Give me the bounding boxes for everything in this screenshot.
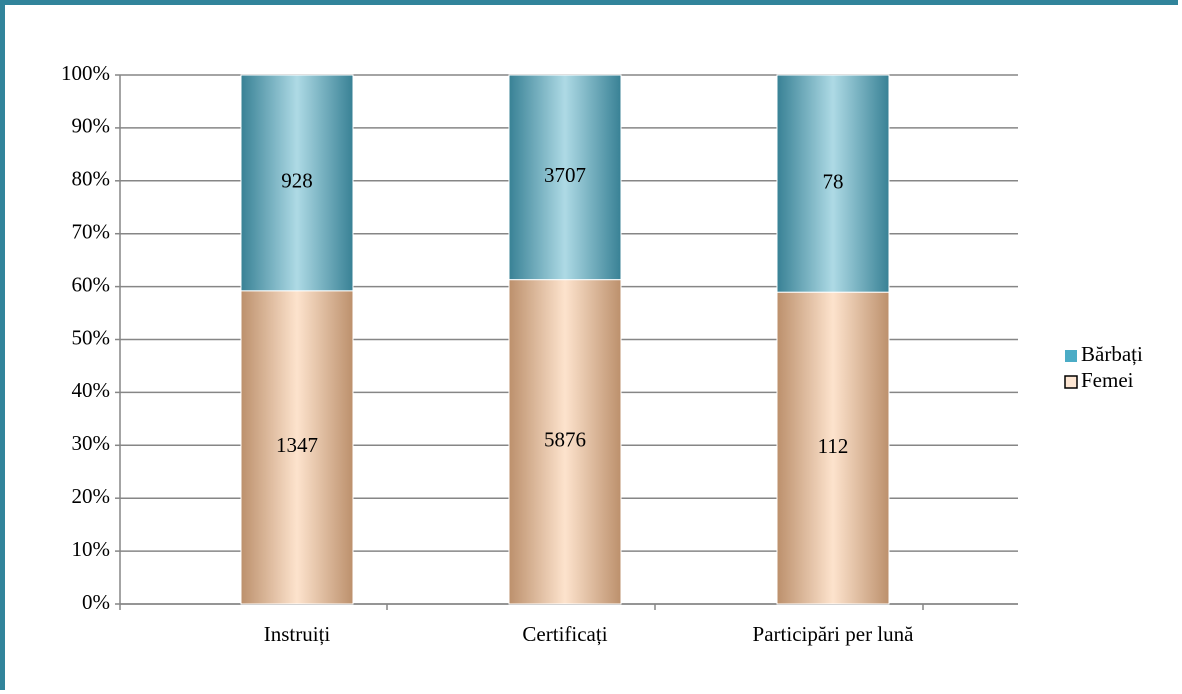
y-tick-label: 20% [72, 484, 111, 508]
bar-segment [508, 74, 622, 281]
y-tick-label: 0% [82, 590, 110, 614]
y-tick-label: 90% [72, 114, 111, 138]
y-tick-label: 70% [72, 220, 111, 244]
data-label: 928 [281, 169, 313, 193]
x-tick-label: Participări per lună [753, 622, 915, 646]
data-label: 78 [823, 169, 844, 193]
legend-swatch [1064, 375, 1078, 389]
bar-segment [240, 290, 354, 605]
bar-segment [776, 291, 890, 605]
bar-segment [240, 74, 354, 292]
x-tick-label: Instruiți [264, 622, 331, 646]
data-label: 1347 [276, 433, 318, 457]
bar-segment [776, 74, 890, 293]
x-tick-label: Certificați [522, 622, 607, 646]
bar-segment [508, 279, 622, 605]
y-tick-label: 30% [72, 431, 111, 455]
legend-label: Femei [1081, 368, 1134, 392]
legend-label: Bărbați [1081, 342, 1143, 366]
data-label: 112 [818, 434, 849, 458]
y-tick-label: 40% [72, 378, 111, 402]
data-label: 3707 [544, 163, 586, 187]
data-label: 5876 [544, 428, 586, 452]
y-tick-label: 50% [72, 325, 111, 349]
y-tick-label: 80% [72, 167, 111, 191]
legend-swatch [1065, 350, 1077, 362]
y-tick-label: 60% [72, 272, 111, 296]
y-tick-label: 10% [72, 537, 111, 561]
y-tick-label: 100% [61, 61, 110, 85]
